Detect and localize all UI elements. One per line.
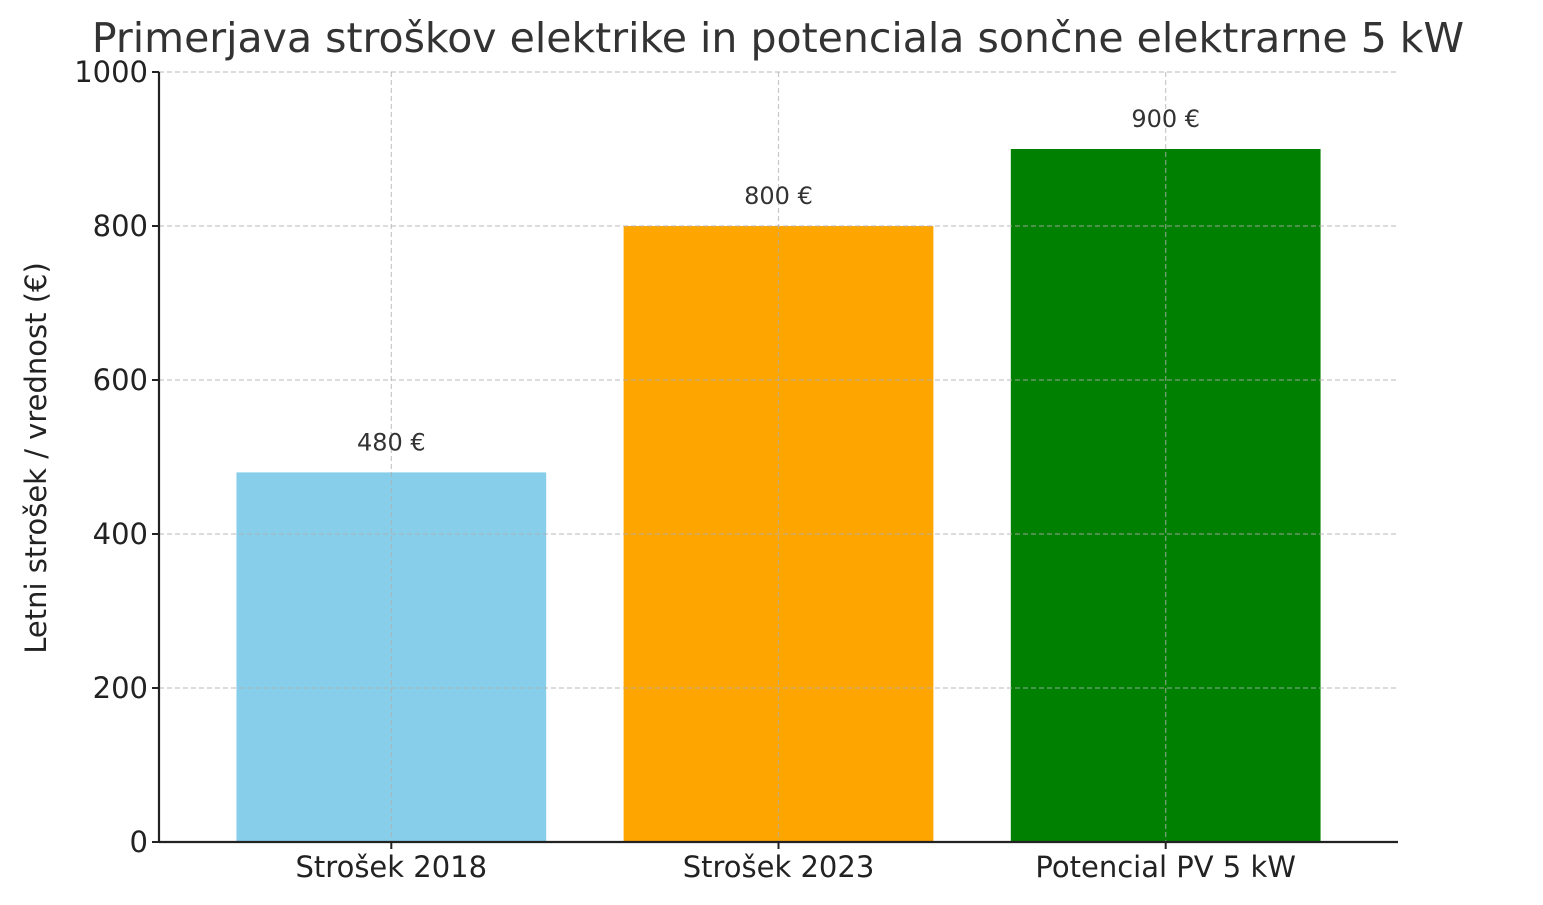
bar-value-label: 480 € bbox=[357, 428, 426, 456]
bar-value-label: 800 € bbox=[744, 182, 813, 210]
y-tick-label: 200 bbox=[93, 671, 148, 705]
y-tick-label: 800 bbox=[93, 209, 148, 243]
y-tick-label: 0 bbox=[130, 825, 148, 859]
x-tick-label: Strošek 2018 bbox=[296, 850, 488, 884]
y-tick-label: 1000 bbox=[74, 55, 148, 89]
x-tick-label: Potencial PV 5 kW bbox=[1035, 850, 1296, 884]
y-tick-label: 600 bbox=[93, 363, 148, 397]
bar-value-label: 900 € bbox=[1131, 105, 1200, 133]
y-tick-label: 400 bbox=[93, 517, 148, 551]
chart-title: Primerjava stroškov elektrike in potenci… bbox=[91, 14, 1465, 62]
x-tick-label: Strošek 2023 bbox=[683, 850, 875, 884]
